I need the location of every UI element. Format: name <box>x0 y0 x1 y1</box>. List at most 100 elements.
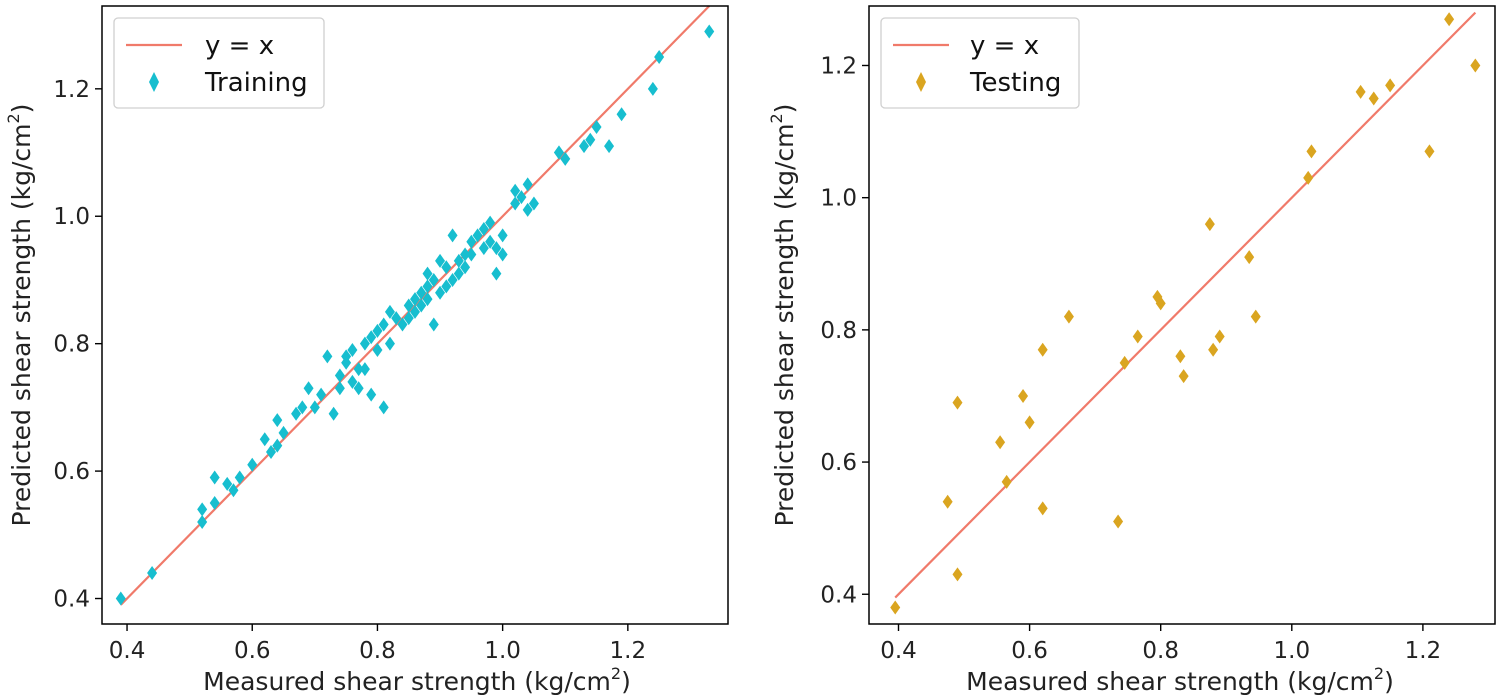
right-testing-point <box>952 395 963 410</box>
left-training-point <box>522 177 533 192</box>
left-legend-box <box>113 17 325 109</box>
left-training-point <box>147 566 158 581</box>
left-x-tick-label: 0.6 <box>234 638 271 664</box>
right-testing-point <box>1119 355 1130 370</box>
left-training-point <box>209 495 220 510</box>
right-testing-point <box>1063 309 1074 324</box>
right-testing-point <box>1178 369 1189 384</box>
left-legend: y = x Training <box>113 17 325 109</box>
left-training-point <box>228 483 239 498</box>
left-training-point <box>428 272 439 287</box>
left-training-point <box>497 228 508 243</box>
right-x-tick-label: 0.4 <box>880 638 917 664</box>
left-training-point <box>359 362 370 377</box>
left-training-point <box>309 400 320 415</box>
left-training-point <box>397 317 408 332</box>
left-training-point <box>428 317 439 332</box>
left-training-point <box>510 196 521 211</box>
right-y-tick-label: 0.4 <box>820 582 857 608</box>
left-training-point <box>322 349 333 364</box>
right-legend-box <box>880 17 1080 109</box>
left-x-tick-label: 0.8 <box>359 638 396 664</box>
right-testing-point <box>1024 415 1035 430</box>
left-training-point <box>585 132 596 147</box>
left-training-point <box>372 323 383 338</box>
right-x-tick-label: 1.0 <box>1274 638 1311 664</box>
left-training-point <box>654 49 665 64</box>
right-testing-point <box>1037 501 1048 516</box>
right-testing-point <box>1037 342 1048 357</box>
left-training-point <box>497 247 508 262</box>
left-training-point <box>378 400 389 415</box>
right-testing-point <box>1303 170 1314 185</box>
left-training-point <box>115 591 126 606</box>
left-training-point <box>197 502 208 517</box>
right-x-tick-label: 1.2 <box>1405 638 1442 664</box>
left-training-point <box>366 330 377 345</box>
right-testing-point <box>1214 329 1225 344</box>
left-y-tick-label: 1.2 <box>53 77 90 103</box>
left-training-point <box>616 107 627 122</box>
left-x-tick-label: 1.2 <box>610 638 647 664</box>
right-panel: 0.4 0.6 0.8 1.0 1.2 0.4 0.6 0.8 1.0 1.2 Measured… <box>767 5 1496 696</box>
left-training-point <box>353 362 364 377</box>
left-panel: 0.4 0.6 0.8 1.0 1.2 0.4 0.6 0.8 1.0 1.2 Measured… <box>4 5 729 696</box>
left-training-point <box>466 247 477 262</box>
left-training-point <box>316 387 327 402</box>
left-x-ticks: 0.4 0.6 0.8 1.0 1.2 <box>109 624 646 664</box>
left-y-tick-label: 0.8 <box>53 332 90 358</box>
right-testing-point <box>942 494 953 509</box>
right-plot-frame <box>868 5 1496 625</box>
left-training-point <box>303 381 314 396</box>
left-training-point <box>604 139 615 154</box>
left-training-point <box>353 381 364 396</box>
left-training-point <box>384 336 395 351</box>
left-training-point <box>466 234 477 249</box>
right-testing-point <box>1155 296 1166 311</box>
left-training-point <box>485 215 496 230</box>
left-training-point <box>372 343 383 358</box>
left-training-point <box>341 349 352 364</box>
right-testing-point <box>1355 84 1366 99</box>
left-training-point <box>704 24 715 39</box>
left-training-point <box>347 374 358 389</box>
left-y-axis-label: Predicted shear strength (kg/cm2) <box>4 104 36 527</box>
left-training-point <box>259 432 270 447</box>
right-testing-point <box>1424 144 1435 159</box>
left-training-point <box>272 438 283 453</box>
left-training-point <box>247 457 258 472</box>
left-training-point <box>410 304 420 319</box>
left-training-point <box>441 279 452 294</box>
right-testing-point <box>1470 58 1481 73</box>
right-legend-testing-label: Testing <box>969 68 1061 98</box>
right-testing-point <box>1132 329 1143 344</box>
left-training-point <box>297 400 308 415</box>
left-training-point <box>291 406 302 421</box>
right-reference-line-layer <box>894 11 1477 599</box>
left-training-point <box>328 406 339 421</box>
left-training-point <box>403 311 414 326</box>
left-training-point <box>560 151 571 166</box>
left-training-point <box>522 202 533 217</box>
right-legend: y = x Testing <box>880 17 1080 109</box>
left-training-point <box>378 317 389 332</box>
right-legend-line-label: y = x <box>970 31 1039 61</box>
left-training-point <box>266 444 277 459</box>
left-training-point <box>347 343 358 358</box>
left-training-point <box>422 279 433 294</box>
left-training-point <box>334 368 345 383</box>
right-testing-point <box>1204 217 1215 232</box>
left-training-point <box>435 253 446 268</box>
left-y-tick-label: 0.4 <box>53 587 90 613</box>
left-training-point <box>403 298 414 313</box>
left-y-ticks: 0.4 0.6 0.8 1.0 1.2 <box>53 77 102 613</box>
left-training-point <box>334 381 345 396</box>
left-training-point <box>359 336 370 351</box>
left-legend-line-label: y = x <box>205 31 274 61</box>
left-training-point <box>278 425 289 440</box>
left-training-point <box>553 145 564 160</box>
right-testing-point <box>1368 91 1379 106</box>
left-training-point <box>441 260 452 275</box>
right-y-tick-label: 1.0 <box>820 186 857 212</box>
right-y-axis-label: Predicted shear strength (kg/cm2) <box>767 104 799 527</box>
